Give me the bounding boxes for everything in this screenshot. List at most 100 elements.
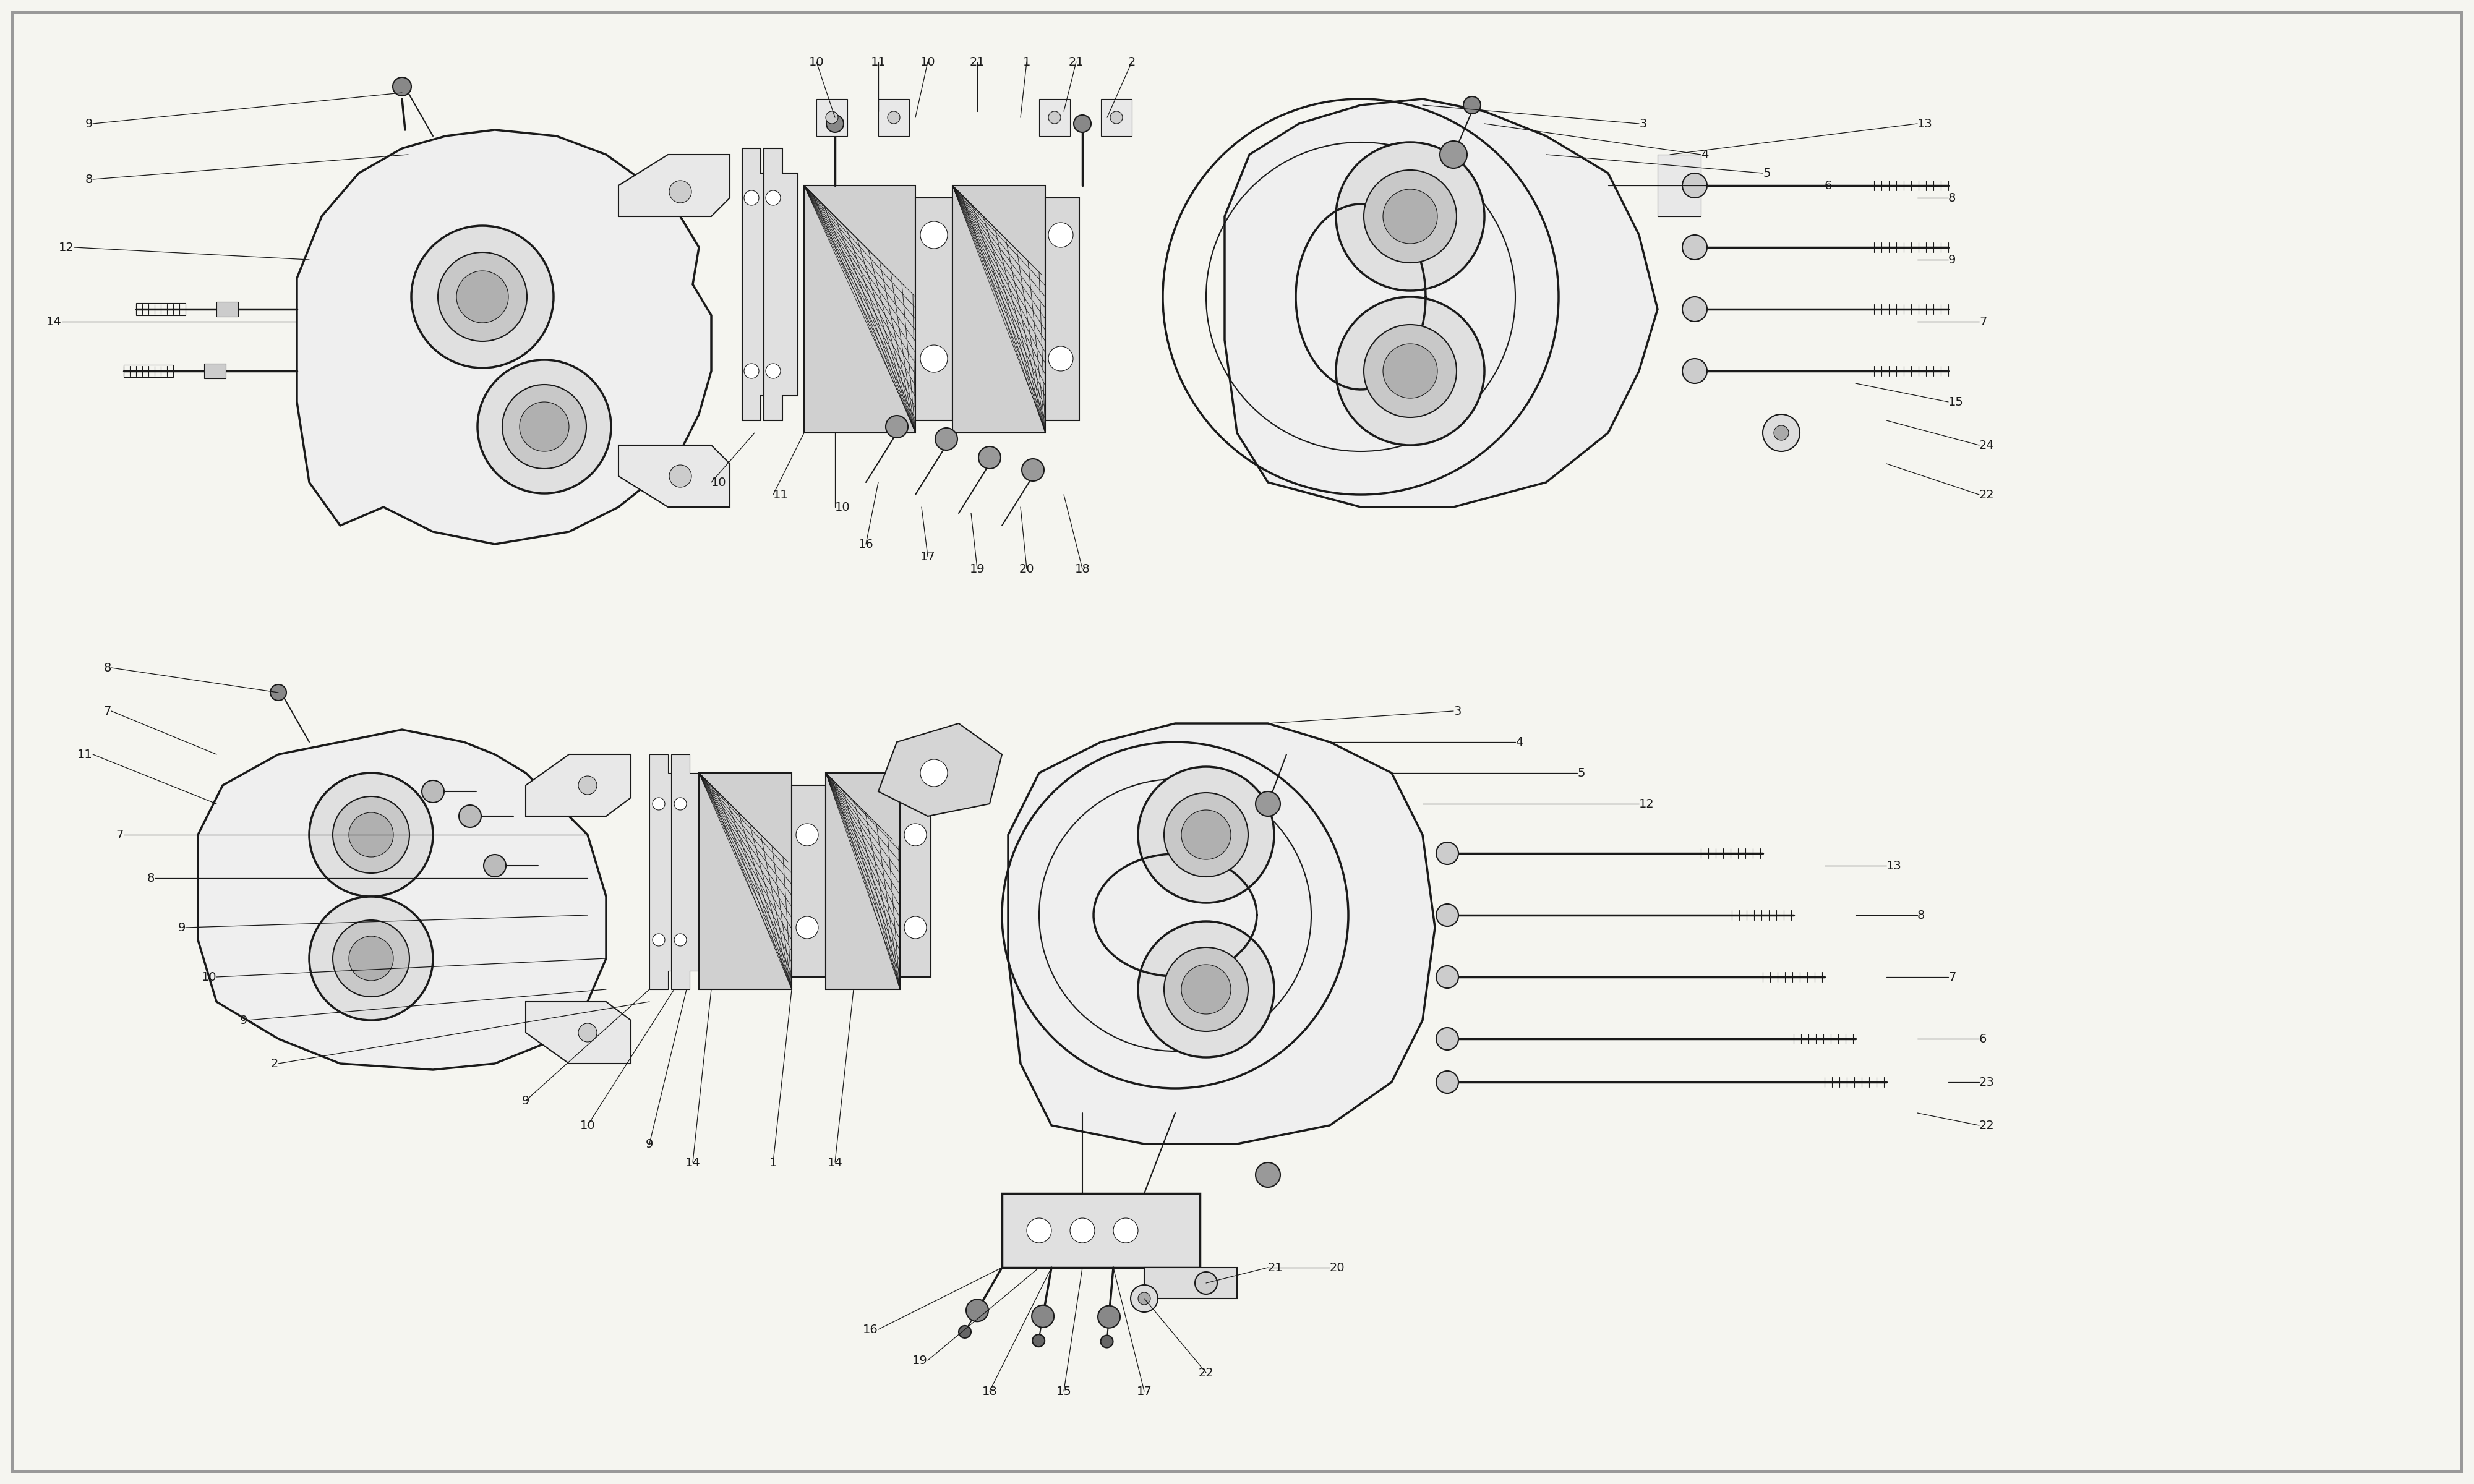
Text: 7: 7 — [104, 705, 111, 717]
Text: 5: 5 — [1578, 767, 1586, 779]
Text: 3: 3 — [1638, 117, 1648, 129]
Circle shape — [1049, 111, 1061, 123]
Text: 13: 13 — [1917, 117, 1932, 129]
Text: 12: 12 — [1638, 798, 1655, 810]
Text: 8: 8 — [1917, 910, 1925, 922]
Text: 10: 10 — [200, 971, 218, 982]
Text: 4: 4 — [1702, 148, 1710, 160]
Bar — [915, 197, 952, 420]
Circle shape — [767, 190, 782, 205]
Text: 11: 11 — [77, 748, 94, 760]
Circle shape — [1111, 111, 1123, 123]
Text: 20: 20 — [1331, 1261, 1346, 1273]
Polygon shape — [1225, 99, 1658, 508]
Text: 7: 7 — [116, 830, 124, 840]
Circle shape — [455, 270, 510, 322]
Text: 11: 11 — [772, 488, 789, 500]
Circle shape — [1049, 223, 1074, 248]
Circle shape — [1383, 188, 1437, 243]
Circle shape — [1336, 142, 1484, 291]
Text: 9: 9 — [84, 117, 94, 129]
Circle shape — [520, 402, 569, 451]
Text: 15: 15 — [1056, 1386, 1071, 1396]
Circle shape — [1022, 459, 1044, 481]
Circle shape — [309, 773, 433, 896]
Circle shape — [1138, 1293, 1150, 1304]
Bar — [952, 186, 1044, 433]
Polygon shape — [816, 99, 846, 137]
Text: 9: 9 — [522, 1095, 529, 1107]
Circle shape — [1682, 174, 1707, 197]
Text: 17: 17 — [1136, 1386, 1153, 1396]
Circle shape — [411, 226, 554, 368]
Text: 9: 9 — [178, 922, 186, 933]
Circle shape — [668, 464, 693, 487]
Polygon shape — [648, 754, 680, 990]
Text: 5: 5 — [1761, 168, 1771, 180]
Polygon shape — [742, 148, 777, 420]
Bar — [203, 364, 225, 378]
Circle shape — [1257, 1162, 1282, 1187]
Polygon shape — [1009, 723, 1435, 1144]
Polygon shape — [297, 129, 713, 545]
Circle shape — [460, 804, 480, 828]
Circle shape — [502, 384, 586, 469]
Text: 1: 1 — [1022, 56, 1032, 68]
Text: 21: 21 — [970, 56, 985, 68]
Text: 19: 19 — [970, 562, 985, 574]
Text: 18: 18 — [1074, 562, 1091, 574]
Polygon shape — [1658, 154, 1702, 217]
Text: 3: 3 — [1455, 705, 1462, 717]
Text: 9: 9 — [1950, 254, 1957, 266]
Text: 8: 8 — [146, 873, 153, 884]
Polygon shape — [878, 99, 910, 137]
Text: 10: 10 — [713, 476, 727, 488]
Circle shape — [579, 1024, 596, 1042]
Polygon shape — [618, 154, 730, 217]
Circle shape — [673, 933, 688, 947]
Text: 12: 12 — [59, 242, 74, 254]
Circle shape — [1195, 1272, 1217, 1294]
Circle shape — [411, 226, 554, 368]
Bar — [792, 785, 826, 976]
Text: 2: 2 — [1128, 56, 1136, 68]
Circle shape — [905, 916, 925, 938]
Text: 22: 22 — [1197, 1367, 1215, 1379]
Circle shape — [1435, 841, 1460, 864]
Circle shape — [1435, 1027, 1460, 1051]
Text: 6: 6 — [1826, 180, 1833, 191]
Circle shape — [797, 824, 819, 846]
Text: 14: 14 — [826, 1156, 844, 1168]
Bar — [804, 186, 915, 433]
Text: 21: 21 — [1267, 1261, 1284, 1273]
Circle shape — [653, 798, 666, 810]
Circle shape — [1098, 1306, 1121, 1328]
Text: 1: 1 — [769, 1156, 777, 1168]
Text: 14: 14 — [47, 316, 62, 328]
Circle shape — [1435, 904, 1460, 926]
Circle shape — [1069, 1218, 1094, 1244]
Text: 24: 24 — [1979, 439, 1994, 451]
Circle shape — [1336, 297, 1484, 445]
Circle shape — [653, 933, 666, 947]
Text: 4: 4 — [1514, 736, 1524, 748]
Circle shape — [309, 773, 433, 896]
Text: 23: 23 — [1979, 1076, 1994, 1088]
Circle shape — [1761, 414, 1801, 451]
Circle shape — [270, 684, 287, 700]
Circle shape — [886, 416, 908, 438]
Circle shape — [745, 190, 760, 205]
Bar — [136, 303, 186, 316]
Circle shape — [1183, 810, 1232, 859]
Circle shape — [1138, 767, 1274, 902]
Circle shape — [1032, 1304, 1054, 1327]
Circle shape — [332, 797, 411, 873]
Circle shape — [1113, 1218, 1138, 1244]
Circle shape — [767, 364, 782, 378]
Polygon shape — [198, 730, 606, 1070]
Text: 16: 16 — [863, 1324, 878, 1336]
Bar — [700, 773, 792, 990]
Circle shape — [1435, 1071, 1460, 1094]
Circle shape — [1138, 922, 1274, 1057]
Circle shape — [1336, 297, 1484, 445]
